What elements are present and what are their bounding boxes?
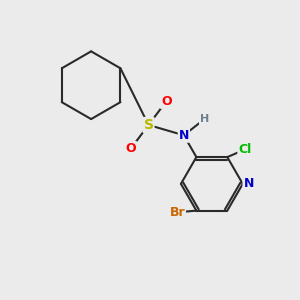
Text: N: N <box>179 129 189 142</box>
Text: S: S <box>143 118 154 132</box>
Text: N: N <box>244 177 254 190</box>
Text: O: O <box>125 142 136 155</box>
Text: H: H <box>200 114 209 124</box>
Text: Br: Br <box>169 206 185 219</box>
Text: O: O <box>161 95 172 108</box>
Text: Cl: Cl <box>238 143 252 156</box>
